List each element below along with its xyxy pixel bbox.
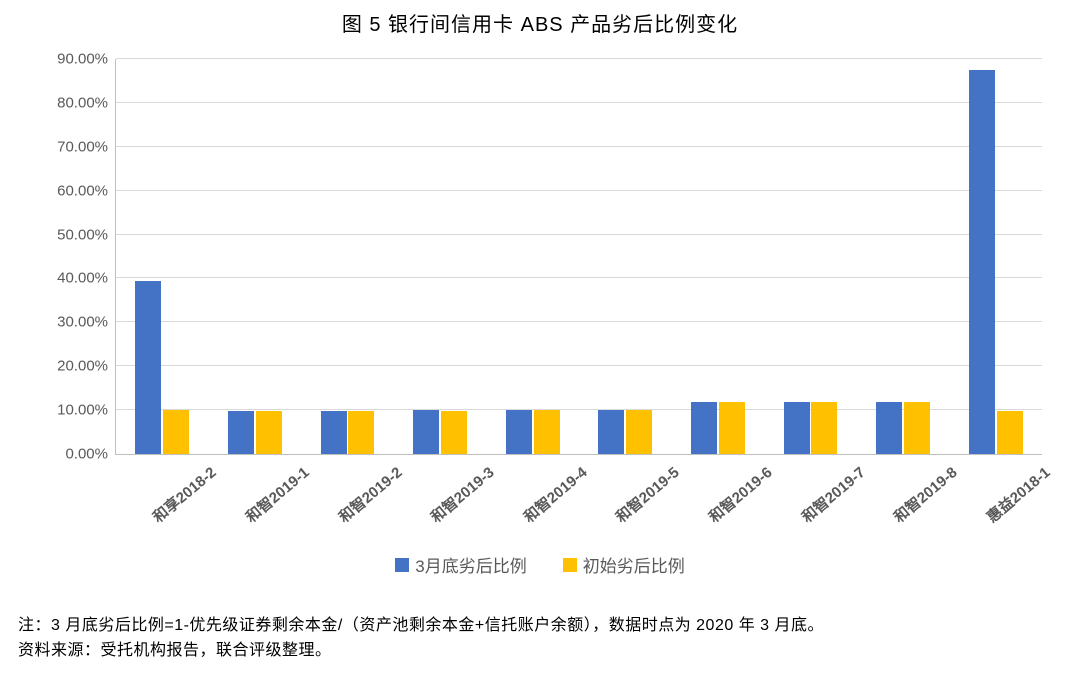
y-tick-label: 10.00%: [57, 402, 116, 419]
chart-container: 0.00% 10.00% 20.00% 30.00% 40.00% 50.00% 60.00…: [20, 43, 1060, 583]
bar: [534, 410, 560, 454]
bar: [784, 402, 810, 454]
bar: [997, 411, 1023, 454]
x-tick-label: 和智2019-4: [512, 454, 591, 527]
footnotes: 注：3 月底劣后比例=1-优先级证券剩余本金/（资产池剩余本金+信托账户余额），…: [18, 613, 824, 664]
x-tick-label: 和智2019-5: [605, 454, 684, 527]
x-tick-label: 和智2019-3: [420, 454, 499, 527]
y-tick-label: 40.00%: [57, 270, 116, 287]
legend: 3月底劣后比例 初始劣后比例: [20, 552, 1060, 577]
y-tick-label: 50.00%: [57, 226, 116, 243]
y-tick-label: 20.00%: [57, 358, 116, 375]
bar: [321, 411, 347, 454]
bar: [719, 402, 745, 454]
bar: [969, 70, 995, 454]
bar: [441, 411, 467, 454]
y-tick-label: 30.00%: [57, 314, 116, 331]
y-tick-label: 0.00%: [65, 446, 116, 463]
x-tick-label: 和智2019-2: [327, 454, 406, 527]
legend-label: 3月底劣后比例: [415, 552, 526, 577]
bar: [413, 410, 439, 454]
gridline: [116, 58, 1042, 59]
gridline: [116, 234, 1042, 235]
plot-area: 0.00%10.00%20.00%30.00%40.00%50.00%60.00…: [115, 59, 1042, 455]
x-tick-label: 和智2019-8: [883, 454, 962, 527]
bar: [163, 410, 189, 454]
gridline: [116, 277, 1042, 278]
chart-title: 图 5 银行间信用卡 ABS 产品劣后比例变化: [0, 0, 1080, 43]
y-tick-label: 60.00%: [57, 182, 116, 199]
x-tick-label: 和智2019-6: [697, 454, 776, 527]
y-tick-label: 90.00%: [57, 51, 116, 68]
legend-item: 初始劣后比例: [563, 552, 685, 577]
bar: [691, 402, 717, 454]
x-tick-label: 惠益2018-1: [975, 454, 1054, 527]
bar: [876, 402, 902, 454]
legend-label: 初始劣后比例: [583, 552, 685, 577]
bar: [811, 402, 837, 454]
bar: [598, 410, 624, 454]
footnote-line-1: 注：3 月底劣后比例=1-优先级证券剩余本金/（资产池剩余本金+信托账户余额），…: [18, 613, 824, 639]
gridline: [116, 102, 1042, 103]
legend-item: 3月底劣后比例: [395, 552, 526, 577]
x-tick-label: 和智2019-7: [790, 454, 869, 527]
gridline: [116, 146, 1042, 147]
bar: [348, 411, 374, 454]
gridline: [116, 321, 1042, 322]
y-tick-label: 80.00%: [57, 94, 116, 111]
bar: [256, 411, 282, 454]
y-tick-label: 70.00%: [57, 138, 116, 155]
bar: [228, 411, 254, 454]
legend-swatch: [395, 558, 409, 572]
x-tick-label: 和智2019-1: [234, 454, 313, 527]
x-tick-label: 和享2018-2: [142, 454, 221, 527]
gridline: [116, 365, 1042, 366]
legend-swatch: [563, 558, 577, 572]
footnote-line-2: 资料来源：受托机构报告，联合评级整理。: [18, 638, 824, 664]
bar: [135, 281, 161, 454]
plot-wrap: 0.00%10.00%20.00%30.00%40.00%50.00%60.00…: [115, 59, 1042, 455]
bar: [904, 402, 930, 454]
bar: [506, 410, 532, 454]
bar: [626, 410, 652, 454]
gridline: [116, 190, 1042, 191]
